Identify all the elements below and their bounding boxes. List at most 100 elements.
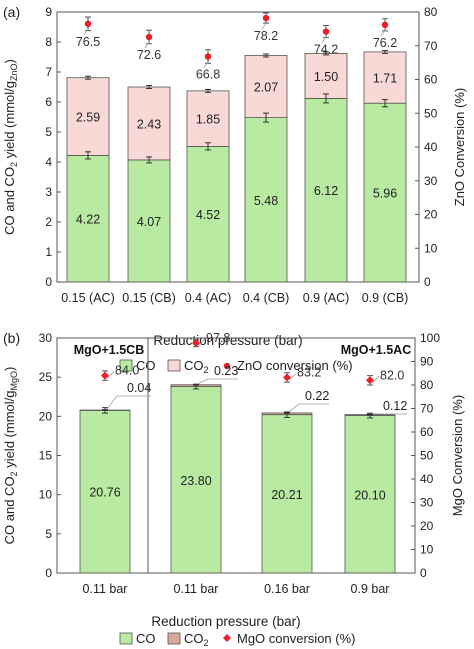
y2-axis-label: ZnO Conversion (%) — [452, 88, 467, 206]
conversion-label: 83.2 — [297, 365, 321, 379]
y2-tick-label: 10 — [420, 543, 434, 557]
bar-label-co2: 2.43 — [137, 117, 161, 131]
y2-tick-label: 50 — [424, 106, 438, 120]
bar-label-co: 5.48 — [254, 194, 278, 208]
bar-co — [66, 154, 110, 283]
bar-label-co: 23.80 — [180, 474, 211, 488]
y-axis-label: CO and CO2 yield (mmol/gMgO) — [2, 367, 19, 545]
group-label: MgO+1.5CB — [74, 343, 145, 357]
legend-label: MgO conversion (%) — [237, 631, 355, 646]
group-label: MgO+1.5AC — [341, 343, 412, 357]
chart-panel-b: 0 5 10 15 20 25 30 0 10 20 30 40 50 60 70 80 90 100 20.76 0… — [2, 330, 465, 648]
bar-label-co: 4.52 — [196, 208, 220, 222]
conversion-marker — [283, 373, 291, 382]
conversion-marker — [262, 14, 270, 22]
bar-label-co2: 0.23 — [214, 364, 238, 378]
legend-swatch-co — [119, 359, 133, 372]
legend-label: ZnO conversion (%) — [237, 358, 353, 373]
y-tick-label: 6 — [45, 95, 52, 109]
legend-label: CO — [136, 358, 156, 373]
conversion-leader-line — [380, 28, 387, 37]
bar-label-co2: 1.85 — [196, 113, 220, 127]
co2-leader-line — [106, 395, 151, 410]
bar-label-co: 20.76 — [89, 486, 120, 500]
conversion-leader-line — [372, 376, 380, 383]
conversion-leader-line — [261, 21, 268, 30]
y-tick-label: 0 — [45, 566, 52, 580]
conversion-label: 82.0 — [380, 368, 404, 382]
y-tick-label: 9 — [45, 5, 52, 19]
y-tick-label: 8 — [45, 35, 52, 49]
conversion-label: 76.2 — [373, 36, 397, 50]
y-tick-label: 15 — [39, 449, 53, 463]
x-tick-label: 0.11 bar — [83, 582, 128, 596]
bar-co — [261, 414, 313, 574]
bar-co2 — [363, 51, 407, 104]
y-tick-label: 4 — [45, 155, 52, 169]
co2-leader-line — [288, 403, 329, 413]
conversion-leader-line — [107, 371, 115, 378]
bar-co — [186, 145, 230, 283]
y2-tick-label: 20 — [420, 519, 434, 533]
conversion-marker — [322, 28, 330, 35]
bar-label-co: 4.07 — [137, 215, 161, 229]
legend-label: CO — [136, 631, 156, 646]
conversion-marker — [101, 371, 109, 380]
y-tick-label: 3 — [45, 185, 52, 199]
y2-tick-label: 0 — [420, 566, 427, 580]
bar-label-co2: 0.12 — [383, 399, 407, 413]
conversion-label: 74.2 — [314, 43, 338, 57]
conversion-marker — [366, 376, 374, 385]
legend-swatch-co2 — [167, 359, 181, 372]
x-axis-label: Reduction pressure (bar) — [153, 333, 302, 348]
y2-tick-label: 60 — [420, 425, 434, 439]
bar-co — [79, 409, 131, 574]
x-tick-label: 0.4 (AC) — [185, 291, 232, 305]
legend-label: CO2 — [184, 631, 209, 648]
legend-swatch-co — [119, 632, 133, 645]
y-tick-label: 25 — [39, 370, 53, 384]
y2-tick-label: 0 — [424, 275, 431, 289]
x-tick-label: 0.4 (CB) — [243, 291, 290, 305]
conversion-leader-line — [198, 338, 206, 346]
bar-label-co2: 2.07 — [254, 81, 278, 95]
conversion-label: 72.6 — [137, 48, 161, 62]
conversion-leader-line — [144, 40, 151, 49]
conversion-marker — [192, 339, 200, 348]
y2-tick-label: 70 — [424, 39, 438, 53]
conversion-leader-line — [289, 373, 297, 380]
conversion-leader-line — [83, 27, 90, 36]
bar-label-co: 5.96 — [373, 187, 397, 201]
conversion-leader-line — [321, 35, 328, 43]
bar-co — [244, 117, 288, 283]
conversion-label: 66.8 — [196, 68, 220, 82]
y2-tick-label: 80 — [420, 378, 434, 392]
panel-label: (a) — [3, 4, 20, 20]
bar-co — [170, 386, 222, 574]
y2-tick-label: 40 — [420, 472, 434, 486]
y-tick-label: 7 — [45, 65, 52, 79]
bar-label-co2: 0.22 — [305, 389, 329, 403]
x-tick-label: 0.15 (AC) — [61, 291, 115, 305]
y2-tick-label: 10 — [424, 241, 438, 255]
bar-label-co2: 0.04 — [127, 381, 151, 395]
conversion-marker — [84, 20, 92, 28]
conversion-marker — [381, 21, 389, 29]
y2-axis-label: MgO Conversion (%) — [450, 395, 465, 516]
y2-tick-label: 30 — [424, 174, 438, 188]
y-tick-label: 1 — [45, 245, 52, 259]
legend: CO CO2 MgO conversion (%) — [119, 631, 355, 648]
conversion-label: 97.8 — [206, 331, 230, 345]
bar-label-co: 20.10 — [354, 488, 385, 502]
panel-label: (b) — [3, 330, 20, 346]
x-tick-label: 0.9 (CB) — [362, 291, 409, 305]
x-axis-label: Reduction pressure (bar) — [151, 614, 300, 629]
y-tick-label: 0 — [45, 275, 52, 289]
y-tick-label: 20 — [39, 409, 53, 423]
y-axis-label: CO and CO2 yield (mmol/gZnO) — [2, 59, 19, 235]
y-tick-label: 5 — [45, 527, 52, 541]
bar-label-co2: 1.71 — [373, 72, 397, 86]
y2-tick-label: 60 — [424, 73, 438, 87]
conversion-label: 84.0 — [115, 364, 139, 378]
